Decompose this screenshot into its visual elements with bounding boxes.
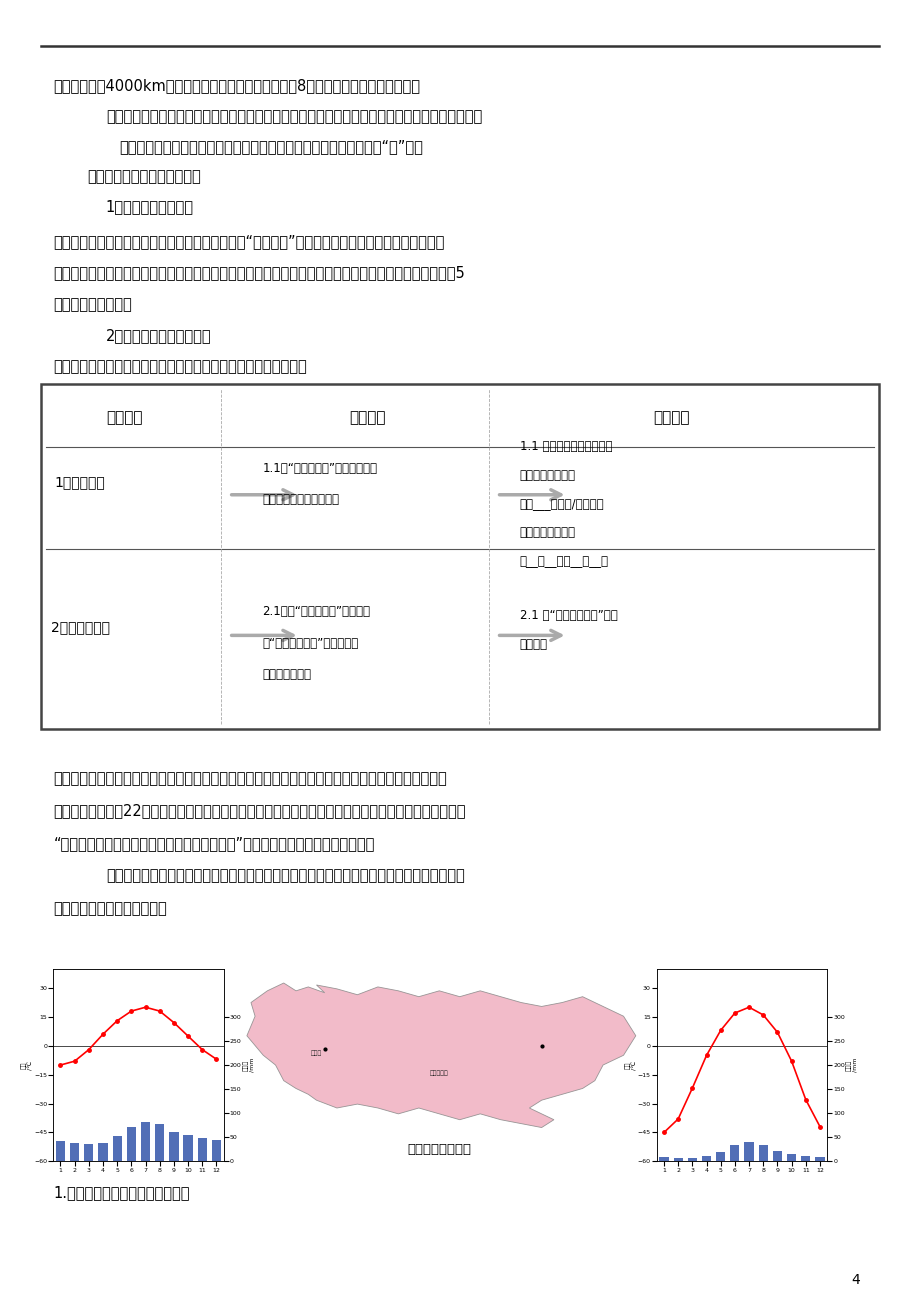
Text: 1.读直方图总结气候寒冷的特点。: 1.读直方图总结气候寒冷的特点。: [53, 1185, 189, 1200]
Text: 教学环节四：问题探究知气候: 教学环节四：问题探究知气候: [53, 901, 167, 917]
Y-axis label: 温度
/℃: 温度 /℃: [21, 1060, 32, 1070]
Text: 1、地势高低: 1、地势高低: [54, 475, 106, 490]
Text: 东__西__，南__北__。: 东__西__，南__北__。: [519, 555, 608, 568]
Bar: [673, 1157, 682, 1161]
Text: 地形区的名称。: 地形区的名称。: [262, 668, 311, 681]
Text: 1.1读“俄罗斯地形”图，看图例，: 1.1读“俄罗斯地形”图，看图例，: [262, 462, 377, 475]
Bar: [786, 1154, 795, 1161]
Bar: [112, 1137, 121, 1161]
Bar: [743, 1142, 753, 1161]
Text: 地势高低、地形区分布两方面完成导学过程的问题，了解地形特点。和们比比哪些同学读图能力强，能在5: 地势高低、地形区分布两方面完成导学过程的问题，了解地形特点。和们比比哪些同学读图…: [53, 266, 465, 281]
Text: 地势___（较高/低平），: 地势___（较高/低平），: [519, 497, 604, 510]
Text: （设计意图：为学生搞建看图学习的阶梯，充分调动学生自主用图、学图的积极性和能力。）: （设计意图：为学生搞建看图学习的阶梯，充分调动学生自主用图、学图的积极性和能力。…: [106, 868, 464, 884]
Text: 乌拉尔山脉以东：: 乌拉尔山脉以东：: [519, 526, 575, 539]
Text: 2、地形区分布: 2、地形区分布: [51, 620, 109, 634]
Bar: [141, 1122, 150, 1161]
Text: 教学环节三：导学自主学地形: 教学环节三：导学自主学地形: [87, 169, 201, 185]
Bar: [98, 1143, 108, 1161]
Text: 1、自主了解地形特点: 1、自主了解地形特点: [106, 199, 194, 215]
Polygon shape: [246, 983, 635, 1128]
Bar: [758, 1144, 767, 1161]
Text: 关键结论: 关键结论: [652, 410, 689, 426]
Bar: [169, 1131, 178, 1161]
Text: 知道为什么吗？第22届冬奥会在这里举行。俄罗斯总统在申办冬奥会时曾胸有成竹地对国际奥委会成员说: 知道为什么吗？第22届冬奥会在这里举行。俄罗斯总统在申办冬奥会时曾胸有成竹地对国…: [53, 803, 465, 819]
Text: （承转）：在俄罗斯西南，黑海之滨有一个城市索契，在今年春节期间成为了世界瞩目的地方，同学们: （承转）：在俄罗斯西南，黑海之滨有一个城市索契，在今年春节期间成为了世界瞩目的地…: [53, 771, 447, 786]
Bar: [70, 1143, 79, 1161]
Text: 2.1 见“俄罗斯示意图”中所: 2.1 见“俄罗斯示意图”中所: [519, 609, 617, 622]
Bar: [814, 1156, 823, 1161]
Text: 2、学生指图讲解地形特点: 2、学生指图讲解地形特点: [106, 328, 211, 344]
Bar: [772, 1151, 781, 1161]
Text: 4: 4: [850, 1273, 859, 1288]
Text: 乌拉尔山脉以西：: 乌拉尔山脉以西：: [519, 469, 575, 482]
Bar: [715, 1152, 724, 1161]
Text: 2.1根据“俄罗斯地形”图，在学: 2.1根据“俄罗斯地形”图，在学: [262, 605, 369, 618]
Text: 填内容。: 填内容。: [519, 638, 547, 651]
Bar: [155, 1124, 165, 1161]
Y-axis label: 温度
/℃: 温度 /℃: [624, 1060, 635, 1070]
Y-axis label: 降水量
/mm: 降水量 /mm: [243, 1057, 254, 1073]
Bar: [211, 1141, 221, 1161]
Bar: [701, 1156, 710, 1161]
Text: 窄一些，也有4000km宽，相当于坐火车从济南到北京赸8趟，这个国家的地域真大啊！: 窄一些，也有4000km宽，相当于坐火车从济南到北京赸8趟，这个国家的地域真大啊…: [53, 78, 420, 94]
Bar: [85, 1144, 94, 1161]
Text: 分钟之内完成任务。: 分钟之内完成任务。: [53, 297, 132, 312]
Text: 莫斯科各月气温和降水量: 莫斯科各月气温和降水量: [95, 1143, 177, 1156]
Bar: [730, 1144, 739, 1161]
Bar: [56, 1141, 65, 1161]
Text: 索“俄罗斯示意图”中填出四大: 索“俄罗斯示意图”中填出四大: [262, 637, 358, 650]
Bar: [183, 1135, 192, 1161]
Text: 判断俄罗斯的地势高低。: 判断俄罗斯的地势高低。: [262, 493, 339, 506]
Text: 俄罗斯气候分布图: 俄罗斯气候分布图: [407, 1143, 471, 1156]
Bar: [800, 1156, 810, 1161]
Text: 俄斯科: 俄斯科: [311, 1051, 322, 1056]
Bar: [687, 1157, 697, 1161]
Text: 1.1 俄罗斯地势高低情况：: 1.1 俄罗斯地势高低情况：: [519, 440, 612, 453]
FancyBboxPatch shape: [41, 384, 878, 729]
Text: 和们再请一位小老师到讲台上给大家指图讲解俄罗斯的地形特点。: 和们再请一位小老师到讲台上给大家指图讲解俄罗斯的地形特点。: [53, 359, 307, 375]
Text: 导学过程: 导学过程: [349, 410, 386, 426]
Y-axis label: 降水量
/mm: 降水量 /mm: [845, 1057, 857, 1073]
Text: （设计意图：用比较直观的录像和对比的方法让学生体会到俄罗斯的“大”。）: （设计意图：用比较直观的录像和对比的方法让学生体会到俄罗斯的“大”。）: [119, 139, 423, 155]
Bar: [659, 1156, 668, 1161]
Bar: [198, 1138, 207, 1161]
Text: 知识结构: 知识结构: [106, 410, 142, 426]
Text: 要了解俄罗斯的地形特点，我们需要看什么地图？“俄地形图”。下面请同学们观察俄罗斯地形图，从: 要了解俄罗斯的地形特点，我们需要看什么地图？“俄地形图”。下面请同学们观察俄罗斯…: [53, 234, 444, 250]
Bar: [127, 1126, 136, 1161]
Text: （承转）：辽阔的疆域为俄罗斯提供了多样的自然环境，其中地形开阔就是国土广大的直接体现。: （承转）：辽阔的疆域为俄罗斯提供了多样的自然环境，其中地形开阔就是国土广大的直接…: [106, 109, 482, 125]
Text: “举办冬奥会，我们俄罗斯有得天独厂的条件。”谁知道这得天独厂的条件是什么？: “举办冬奥会，我们俄罗斯有得天独厂的条件。”谁知道这得天独厂的条件是什么？: [53, 836, 374, 852]
Text: 大陆性气候: 大陆性气候: [429, 1070, 448, 1075]
Text: 雅库茨克各月气温和降水量: 雅库茨克各月气温和降水量: [696, 1143, 786, 1156]
